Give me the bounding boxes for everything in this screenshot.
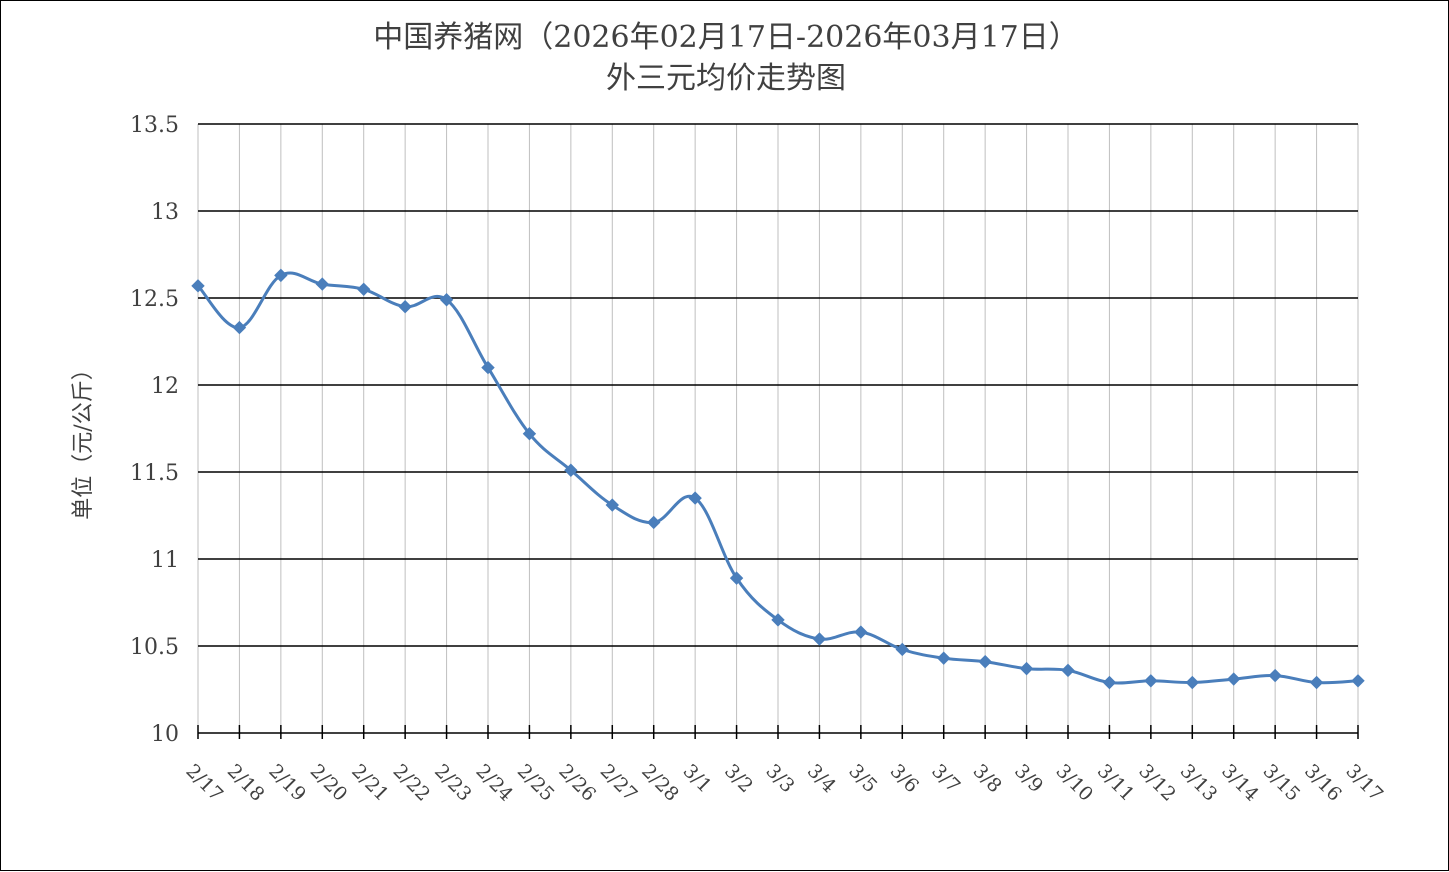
- data-point-marker: [1061, 663, 1075, 678]
- x-tick-label: 2/17: [181, 760, 227, 806]
- x-tick-label: 2/19: [264, 760, 310, 806]
- x-tick-label: 3/5: [844, 760, 881, 797]
- data-point-marker: [1351, 674, 1365, 688]
- x-tick-label: 2/26: [554, 760, 600, 806]
- chart-title: 中国养猪网（2026年02月17日-2026年03月17日）: [373, 20, 1079, 55]
- data-point-marker: [315, 277, 329, 291]
- y-tick-label: 13: [151, 200, 179, 225]
- x-tick-label: 3/8: [969, 760, 1006, 797]
- data-point-marker: [1185, 675, 1199, 690]
- x-tick-label: 3/14: [1217, 760, 1263, 806]
- x-tick-label: 2/27: [596, 760, 642, 806]
- y-tick-label: 11.5: [130, 461, 179, 486]
- x-tick-label: 3/7: [927, 760, 964, 797]
- y-tick-label: 10: [151, 722, 179, 747]
- data-point-marker: [978, 654, 992, 669]
- x-tick-labels: 2/172/182/192/202/212/222/232/242/252/26…: [181, 760, 1387, 806]
- y-tick-label: 10.5: [130, 635, 179, 660]
- data-point-marker: [854, 625, 868, 639]
- data-point-marker: [688, 491, 702, 505]
- axes: [197, 725, 1359, 739]
- series-group: [191, 268, 1365, 690]
- x-tick-label: 3/16: [1300, 760, 1346, 806]
- data-point-marker: [522, 427, 537, 441]
- data-point-marker: [564, 463, 578, 477]
- data-point-marker: [1309, 675, 1324, 690]
- gridlines: [197, 123, 1359, 733]
- data-point-marker: [274, 268, 288, 283]
- data-point-marker: [481, 360, 495, 375]
- x-tick-label: 2/20: [306, 760, 352, 806]
- data-point-marker: [895, 642, 909, 657]
- data-point-marker: [812, 632, 827, 646]
- y-tick-label: 12.5: [130, 287, 179, 312]
- x-tick-label: 2/23: [430, 760, 476, 806]
- data-point-marker: [1268, 668, 1282, 683]
- x-tick-label: 2/28: [637, 760, 683, 806]
- y-tick-label: 11: [151, 548, 179, 573]
- y-axis-label: 单位（元/公斤）: [71, 358, 96, 519]
- x-tick-label: 3/11: [1093, 760, 1139, 806]
- data-point-marker: [729, 571, 744, 585]
- data-point-marker: [439, 293, 454, 307]
- data-point-marker: [937, 651, 951, 665]
- x-tick-label: 2/24: [471, 760, 517, 806]
- x-tick-label: 2/25: [513, 760, 559, 806]
- data-point-marker: [605, 498, 619, 512]
- data-point-marker: [771, 613, 785, 627]
- x-tick-label: 2/18: [223, 760, 269, 806]
- x-tick-label: 3/6: [886, 760, 923, 797]
- x-tick-label: 3/1: [679, 760, 716, 797]
- data-point-marker: [1019, 661, 1034, 676]
- chart-subtitle: 外三元均价走势图: [606, 61, 846, 96]
- data-point-marker: [398, 299, 412, 314]
- data-point-marker: [1144, 674, 1158, 688]
- data-point-marker: [1227, 672, 1241, 686]
- x-tick-label: 2/22: [389, 760, 435, 806]
- x-tick-label: 3/9: [1010, 760, 1047, 797]
- y-tick-label: 13.5: [130, 113, 179, 138]
- data-point-marker: [191, 279, 205, 293]
- x-tick-label: 3/17: [1341, 760, 1387, 806]
- data-point-marker: [357, 282, 371, 297]
- data-point-marker: [647, 515, 661, 530]
- x-tick-label: 3/2: [720, 760, 757, 797]
- data-point-marker: [1102, 675, 1117, 690]
- x-tick-label: 3/3: [761, 760, 798, 797]
- x-tick-label: 3/4: [803, 760, 840, 797]
- y-tick-label: 12: [151, 374, 179, 399]
- x-tick-label: 3/12: [1134, 760, 1180, 806]
- data-point-marker: [232, 320, 247, 335]
- y-tick-labels: 10 10.5 11 11.5 12 12.5 13 13.5: [130, 113, 179, 747]
- x-tick-label: 2/21: [347, 760, 393, 806]
- x-tick-label: 3/15: [1259, 760, 1305, 806]
- x-tick-label: 3/10: [1051, 760, 1097, 806]
- x-tick-label: 3/13: [1176, 760, 1222, 806]
